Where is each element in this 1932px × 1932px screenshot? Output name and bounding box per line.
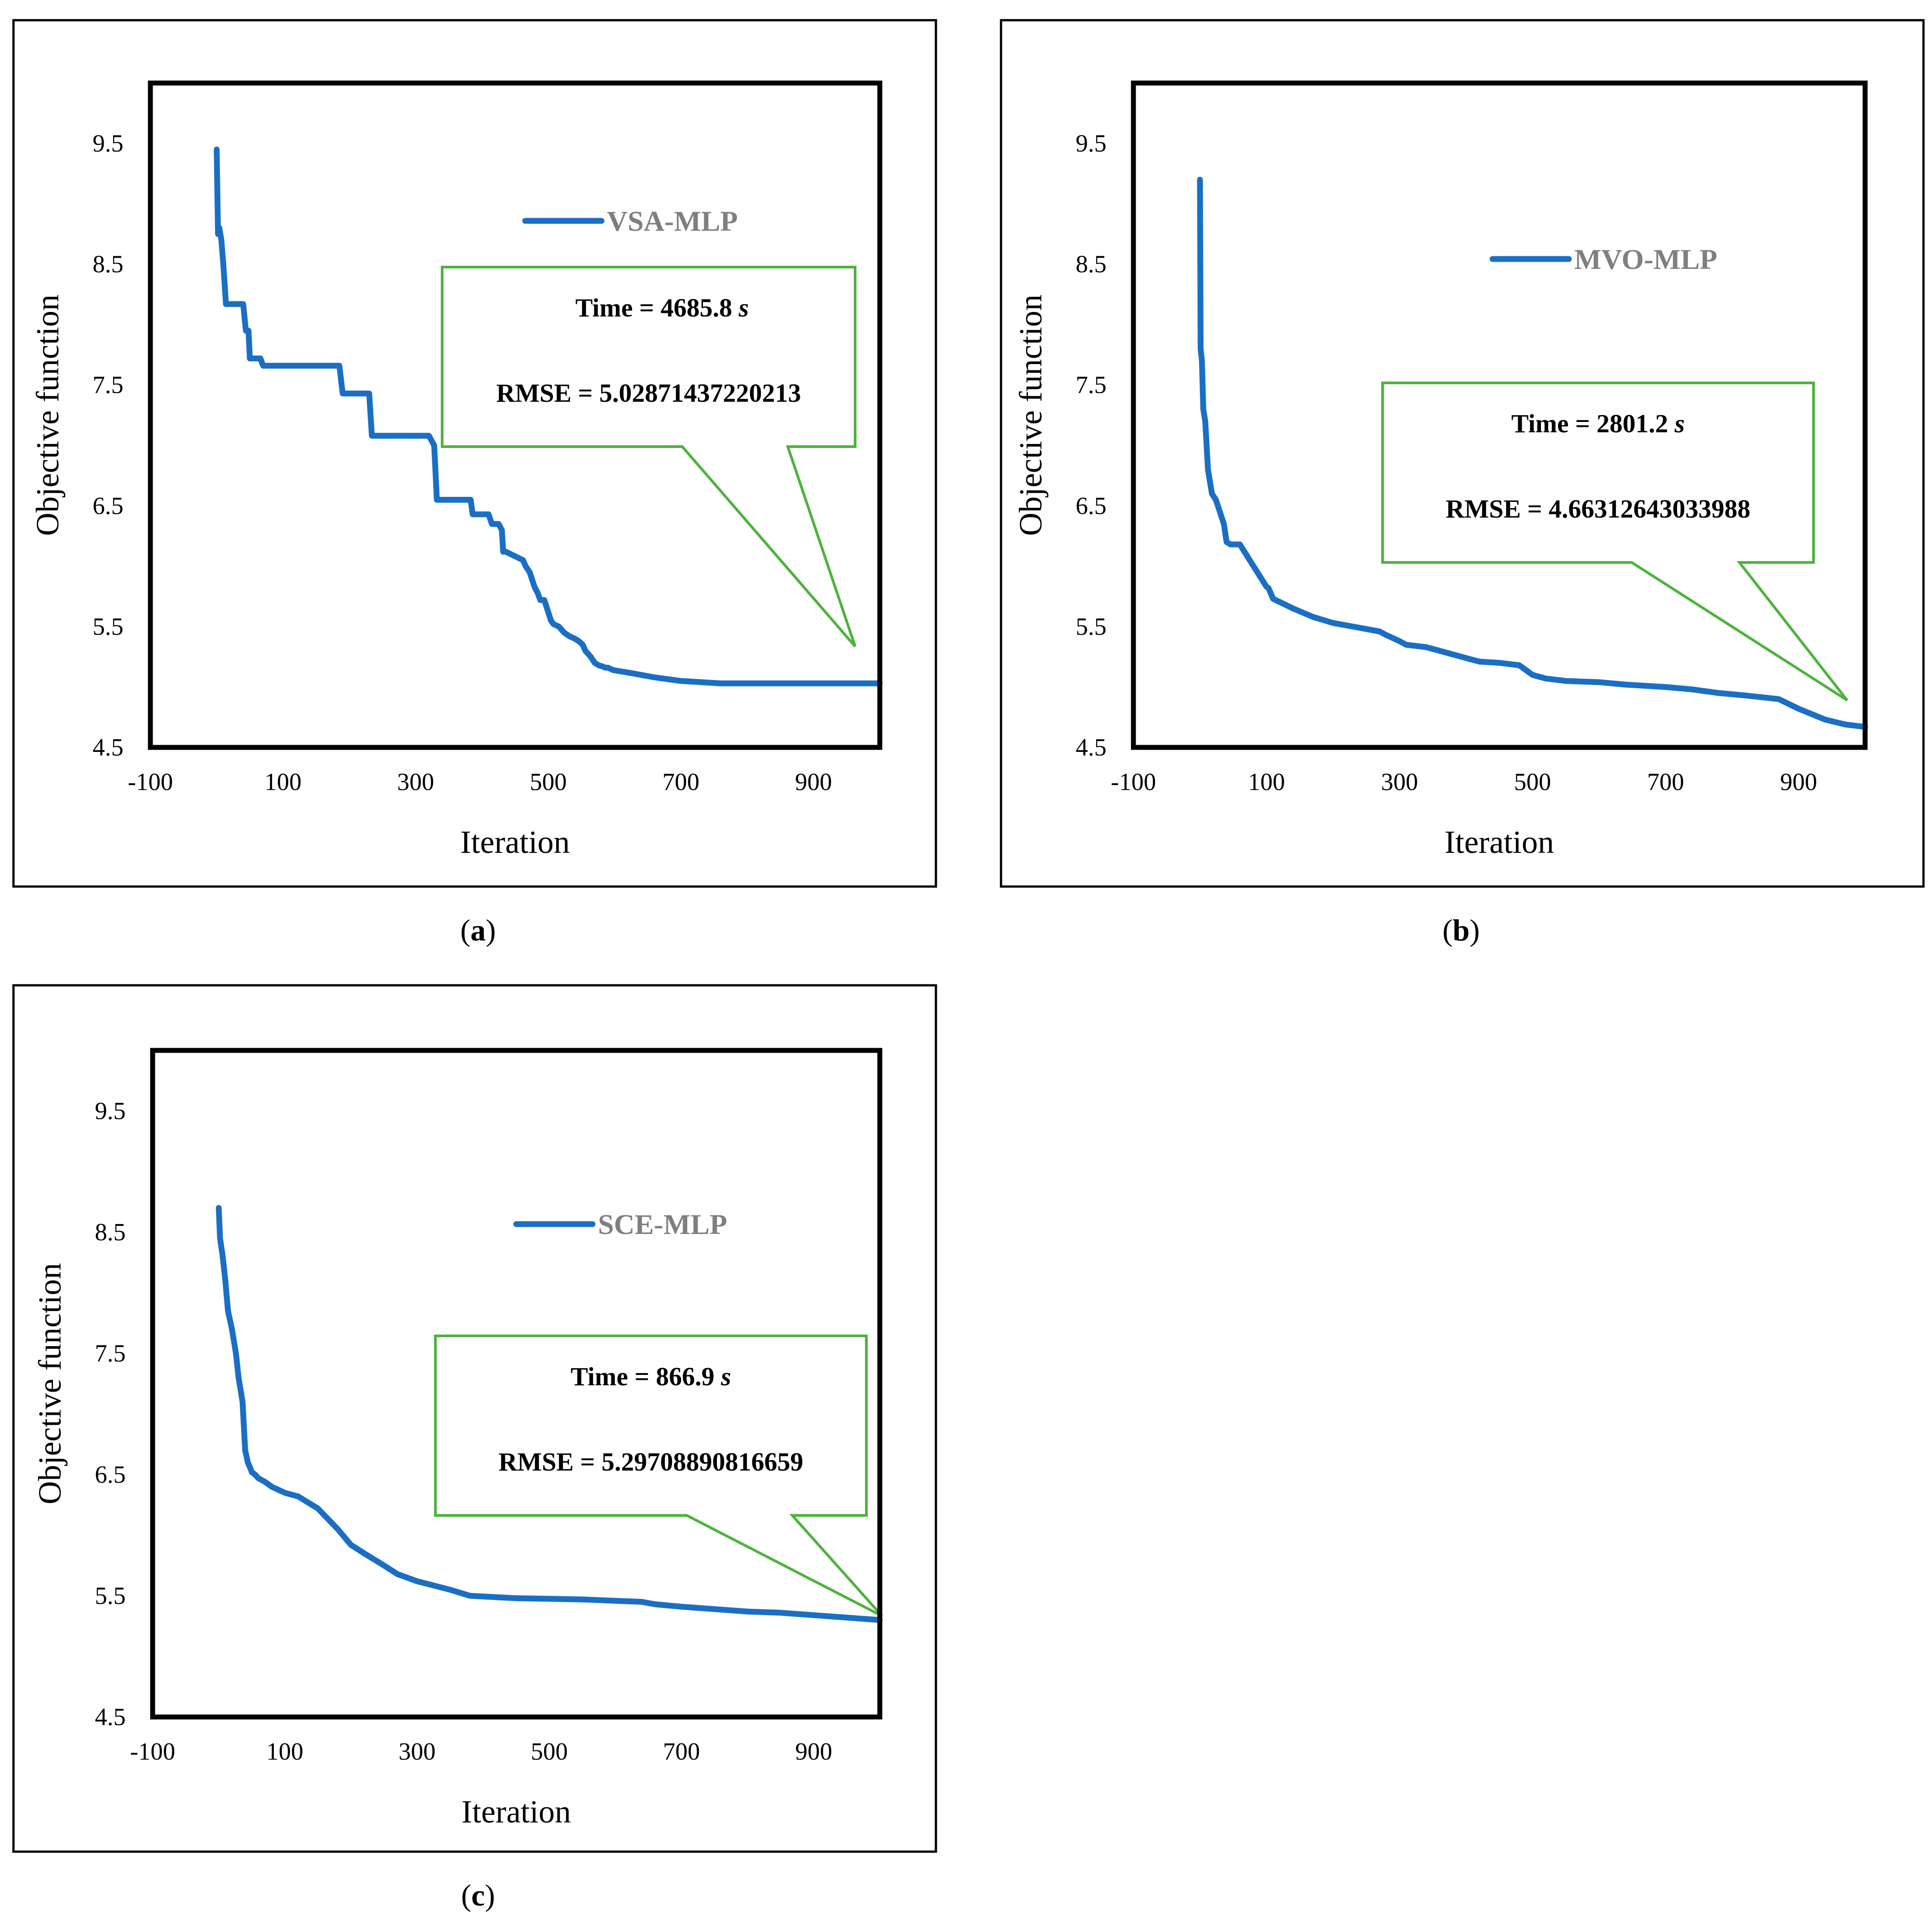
time-annotation: Time = 2801.2 s — [1511, 409, 1685, 438]
time-unit: s — [732, 293, 749, 322]
x-tick-label: 100 — [266, 1738, 303, 1765]
caption-paren-close: ) — [486, 913, 496, 947]
caption-paren-close: ) — [485, 1878, 495, 1912]
annotation-callout — [441, 266, 856, 647]
time-unit: s — [1668, 409, 1685, 438]
caption-letter: a — [470, 913, 486, 947]
chart-panel-b: 4.5 5.5 6.5 7.5 8.5 9.5 -100 100 300 500 700 900 Ite… — [1000, 19, 1925, 947]
y-tick-label: 4.5 — [92, 733, 123, 761]
annotation-callout — [434, 1335, 883, 1617]
annotation-callout — [1381, 382, 1849, 702]
x-tick-label: 700 — [663, 768, 700, 795]
y-tick-label: 9.5 — [95, 1097, 126, 1124]
plot-area-frame — [1131, 80, 1868, 750]
panel-caption: (a) — [460, 913, 496, 947]
y-tick-label: 6.5 — [92, 492, 123, 519]
x-tick-label: -100 — [128, 768, 173, 795]
time-annotation: Time = 4685.8 s — [575, 293, 749, 322]
plot-area-frame — [148, 80, 883, 750]
x-tick-label: 100 — [1248, 768, 1285, 795]
y-tick-label: 8.5 — [1076, 250, 1107, 278]
panel-caption: (b) — [1442, 913, 1480, 947]
x-tick-label: -100 — [130, 1738, 176, 1765]
x-tick-label: 700 — [663, 1738, 700, 1765]
x-tick-label: 500 — [1514, 768, 1551, 795]
y-tick-label: 6.5 — [1076, 492, 1107, 519]
y-tick-label: 9.5 — [92, 130, 123, 157]
time-annotation: Time = 866.9 s — [571, 1362, 731, 1391]
caption-paren-close: ) — [1470, 913, 1480, 947]
x-tick-label: 300 — [399, 1738, 436, 1765]
y-tick-label: 7.5 — [95, 1339, 126, 1367]
x-tick-label: -100 — [1111, 768, 1156, 795]
caption-paren-open: ( — [1442, 913, 1453, 947]
caption-letter: c — [471, 1878, 485, 1912]
x-axis-label: Iteration — [461, 824, 570, 860]
y-tick-label: 5.5 — [95, 1582, 126, 1609]
series-line-mvo-mlp — [1197, 176, 1868, 730]
legend-label: SCE-MLP — [598, 1208, 727, 1240]
x-tick-label: 300 — [397, 768, 435, 795]
series-line-vsa-mlp — [214, 146, 883, 686]
y-tick-label: 6.5 — [95, 1461, 126, 1488]
y-tick-label: 7.5 — [1076, 371, 1107, 399]
time-value: Time = 866.9 — [571, 1362, 714, 1391]
panel-caption: (c) — [461, 1878, 495, 1912]
rmse-annotation: RMSE = 4.66312643033988 — [1445, 494, 1750, 523]
chart-panel-c: 4.5 5.5 6.5 7.5 8.5 9.5 -100 100 300 500 700 900 Ite… — [12, 984, 937, 1912]
y-tick-label: 4.5 — [95, 1703, 126, 1730]
x-axis-label: Iteration — [1445, 824, 1554, 860]
legend-label: VSA-MLP — [607, 205, 738, 237]
y-axis-label: Objective function — [32, 1263, 68, 1505]
caption-letter: b — [1453, 913, 1470, 947]
legend-label: MVO-MLP — [1574, 243, 1717, 275]
y-tick-label: 8.5 — [95, 1218, 126, 1246]
time-unit: s — [715, 1362, 731, 1391]
caption-paren-open: ( — [461, 1878, 471, 1912]
rmse-annotation: RMSE = 5.29708890816659 — [498, 1447, 803, 1476]
y-axis-label: Objective function — [1013, 294, 1049, 536]
x-tick-label: 700 — [1647, 768, 1684, 795]
y-tick-label: 9.5 — [1076, 130, 1107, 157]
time-value: Time = 2801.2 — [1511, 409, 1668, 438]
y-tick-label: 5.5 — [92, 613, 123, 640]
chart-panel-a: 4.5 5.5 6.5 7.5 8.5 9.5 -100 100 300 500 700 900 Ite… — [12, 19, 937, 947]
x-tick-label: 300 — [1381, 768, 1418, 795]
series-line-sce-mlp — [215, 1205, 883, 1623]
plot-area-frame — [150, 1048, 883, 1720]
x-axis-label: Iteration — [461, 1794, 571, 1830]
y-tick-label: 7.5 — [92, 371, 123, 399]
rmse-annotation: RMSE = 5.02871437220213 — [496, 378, 801, 408]
time-value: Time = 4685.8 — [575, 293, 732, 322]
x-tick-label: 100 — [264, 768, 302, 795]
x-tick-label: 500 — [531, 1738, 568, 1765]
x-tick-label: 900 — [795, 1738, 832, 1765]
y-tick-label: 5.5 — [1076, 613, 1107, 640]
x-tick-label: 900 — [795, 768, 832, 795]
x-tick-label: 500 — [530, 768, 567, 795]
y-tick-label: 8.5 — [92, 250, 123, 278]
y-tick-label: 4.5 — [1076, 733, 1107, 761]
y-axis-label: Objective function — [30, 294, 66, 536]
x-tick-label: 900 — [1780, 768, 1818, 795]
caption-paren-open: ( — [460, 913, 470, 947]
